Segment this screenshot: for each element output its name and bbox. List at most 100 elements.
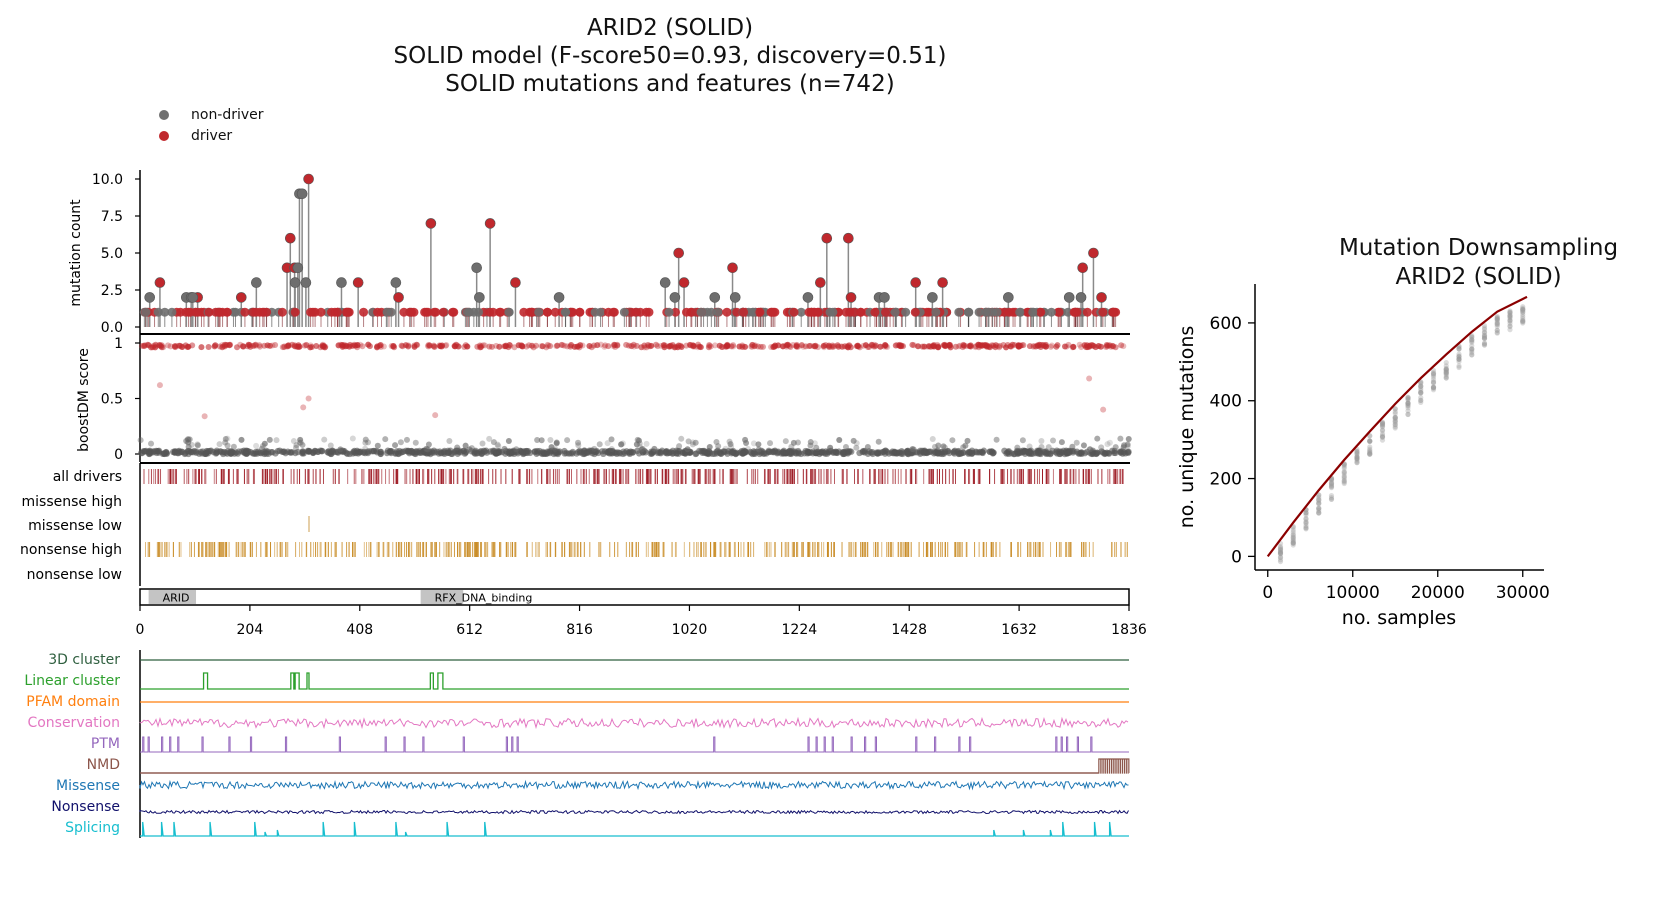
boostdm-nondriver-point [525,448,532,455]
boostdm-driver-point [1104,342,1111,349]
nondriver-point [336,277,347,288]
downsampling-sample-point [1341,462,1347,468]
downsampling-sample-point [1443,371,1449,377]
downsampling-sample-point [1494,316,1500,322]
driver-point [425,218,437,229]
downsampling-sample-point [1354,450,1360,457]
downsampling-sample-point [1494,327,1500,334]
downsampling-sample-point [1316,506,1322,512]
boostdm-driver-point [1032,343,1039,350]
boostdm-nondriver-point [927,448,934,455]
downsampling-sample-point [1379,431,1386,437]
boostdm-nondriver-point [850,437,857,444]
nondriver-point-background [464,307,474,317]
boostdm-driver-point [930,342,937,349]
nondriver-point-background [560,307,570,317]
boostdm-nondriver-point [940,443,947,450]
downsampling-points [1277,304,1526,565]
boostdm-nondriver-point [412,439,419,446]
boostdm-driver-point [757,343,764,350]
boostdm-driver-point [633,342,640,349]
boostdm-driver-point [226,342,233,349]
downsampling-sample-point [1277,549,1284,556]
protein-axis-tick-label: 204 [237,622,264,638]
driver-point-background [568,307,578,317]
driver-point-background [870,307,880,317]
boostdm-driver-point [283,343,290,350]
boostdm-nondriver-point [329,447,336,454]
downsampling-sample-point [1367,433,1373,439]
nondriver-point-background [504,307,514,317]
boostdm-driver-point [924,343,931,350]
feature-label-nonsense: Nonsense [51,799,120,815]
downsampling-sample-point [1277,547,1284,553]
downsampling-sample-point [1469,346,1475,352]
protein-axis-tick-label: 816 [566,622,593,638]
downsampling-sample-point [1456,353,1462,359]
boostdm-driver-point [308,344,315,351]
nondriver-point-background [167,307,177,317]
driver-point-background [881,307,891,317]
boostdm-nondriver-point [468,445,475,452]
downsampling-sample-point [1341,478,1347,484]
boostdm-nondriver-point [216,441,223,448]
driver-point-background [495,307,505,317]
boostdm-nondriver-point [512,448,520,455]
boostdm-nondriver-point [472,447,479,455]
boostdm-nondriver-point [1045,444,1052,451]
boostdm-driver-point [826,342,833,349]
boostdm-nondriver-point [596,441,603,448]
downsampling-sample-point [1328,496,1335,502]
nondriver-point-background [954,307,964,317]
downsampling-sample-point [1316,507,1322,514]
boostdm-nondriver-point [344,450,351,457]
boostdm-nondriver-point [1037,450,1044,458]
boostdm-driver-point [252,341,259,348]
boostdm-nondriver-point [261,440,268,447]
downsampling-x-tick-label: 20000 [1411,583,1465,603]
nondriver-point-background [974,307,984,317]
boostdm-nondriver-point [185,443,192,450]
downsampling-sample-point [1481,325,1488,331]
downsampling-sample-point [1303,515,1309,522]
boostdm-nondriver-point [304,447,312,455]
boostdm-driver-point [533,342,540,349]
downsampling-sample-point [1405,400,1411,407]
boostdm-nondriver-point [243,447,250,454]
downsampling-sample-point [1456,356,1462,363]
boostdm-nondriver-point [394,450,402,457]
nondriver-point [292,262,304,274]
downsampling-sample-point [1392,406,1398,412]
driver-point [678,277,690,288]
boostdm-nondriver-point [552,449,559,457]
boostdm-nondriver-point [446,438,453,445]
downsampling-sample-point [1392,421,1398,428]
boostdm-driver-point [784,341,791,348]
downsampling-y-tick-label: 400 [1210,392,1242,412]
driver-point-background [603,307,613,317]
downsampling-title: Mutation Downsampling ARID2 (SOLID) [1300,234,1657,292]
boostdm-driver-point [577,342,584,349]
boostdm-nondriver-point [1013,447,1021,455]
legend-label-driver: driver [191,127,233,144]
boostdm-driver-point [359,343,366,350]
boostdm-nondriver-point [160,450,168,457]
downsampling-sample-point [1430,376,1437,382]
boostdm-driver-point [661,344,668,351]
downsampling-sample-point [1418,395,1424,401]
boostdm-driver-point [963,343,970,350]
boostdm-driver-point [975,341,982,348]
downsampling-sample-point [1354,448,1360,455]
boostdm-nondriver-point [575,439,582,446]
boostdm-mid-point [432,412,439,419]
band-label-all-drivers: all drivers [53,469,122,485]
boostdm-driver-point [983,342,990,349]
downsampling-sample-point [1494,320,1500,326]
boostdm-driver-point [266,342,273,349]
boostdm-driver-point [654,343,661,350]
downsampling-sample-point [1379,420,1386,426]
downsampling-sample-point [1520,309,1526,315]
boostdm-driver-point [1078,344,1085,351]
boostdm-nondriver-point [368,448,375,455]
downsampling-sample-point [1430,385,1437,391]
